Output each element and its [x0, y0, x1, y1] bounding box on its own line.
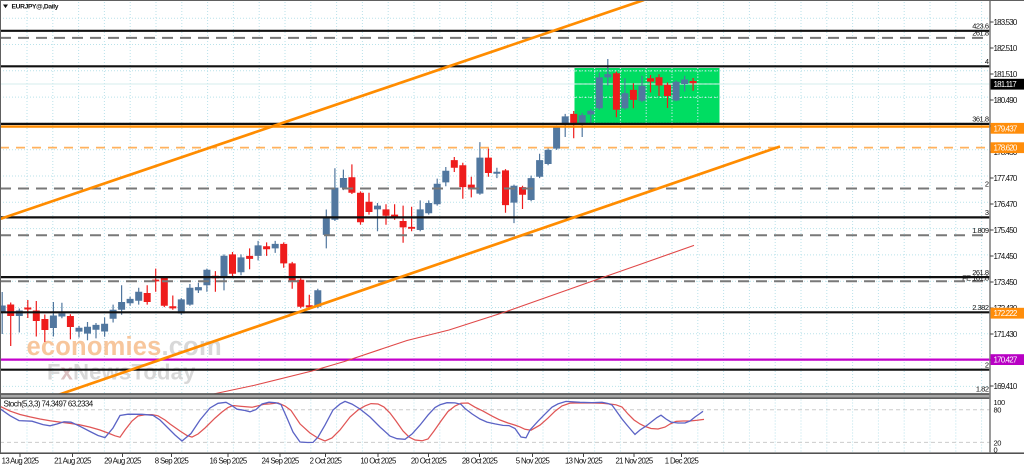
svg-text:2.382: 2.382 — [972, 303, 989, 312]
svg-text:178.620: 178.620 — [994, 144, 1018, 153]
svg-text:181.117: 181.117 — [994, 80, 1018, 89]
svg-text:13 Aug 2025: 13 Aug 2025 — [2, 456, 40, 465]
svg-text:2: 2 — [985, 179, 989, 188]
svg-text:173.450: 173.450 — [994, 278, 1018, 287]
svg-text:FxNewsToday: FxNewsToday — [47, 360, 196, 385]
svg-text:5 Nov 2025: 5 Nov 2025 — [516, 456, 551, 465]
svg-text:175.450: 175.450 — [994, 226, 1018, 235]
svg-text:423.6: 423.6 — [972, 22, 989, 31]
svg-text:177.470: 177.470 — [994, 174, 1018, 183]
svg-text:179.437: 179.437 — [994, 124, 1018, 133]
svg-text:29 Aug 2025: 29 Aug 2025 — [104, 456, 142, 465]
svg-text:24 Sep 2025: 24 Sep 2025 — [261, 456, 299, 465]
svg-text:361.8: 361.8 — [972, 115, 989, 124]
svg-text:169.410: 169.410 — [994, 382, 1018, 391]
svg-text:13 Nov 2025: 13 Nov 2025 — [565, 456, 603, 465]
svg-text:1.82: 1.82 — [976, 384, 989, 393]
svg-text:16 Sep 2025: 16 Sep 2025 — [209, 456, 247, 465]
svg-text:80: 80 — [994, 406, 1002, 415]
svg-text:3: 3 — [985, 208, 989, 217]
svg-text:1.809: 1.809 — [972, 226, 989, 235]
svg-text:176.470: 176.470 — [994, 200, 1018, 209]
svg-text:2 Oct 2025: 2 Oct 2025 — [310, 456, 343, 465]
svg-text:172.222: 172.222 — [994, 309, 1018, 318]
svg-text:28 Oct 2025: 28 Oct 2025 — [462, 456, 499, 465]
svg-text:261.8: 261.8 — [972, 268, 989, 277]
svg-text:180.490: 180.490 — [994, 96, 1018, 105]
svg-text:170.427: 170.427 — [994, 356, 1018, 365]
svg-text:181.510: 181.510 — [994, 70, 1018, 79]
svg-text:20: 20 — [994, 439, 1002, 448]
svg-text:8 Sep 2025: 8 Sep 2025 — [155, 456, 190, 465]
svg-text:171.430: 171.430 — [994, 330, 1018, 339]
svg-text:4: 4 — [985, 57, 989, 66]
svg-text:183.530: 183.530 — [994, 18, 1018, 27]
svg-text:EURJPY@,Daily: EURJPY@,Daily — [12, 3, 59, 10]
svg-text:174.450: 174.450 — [994, 252, 1018, 261]
svg-text:20 Oct 2025: 20 Oct 2025 — [411, 456, 448, 465]
svg-text:economies.com: economies.com — [27, 333, 222, 361]
svg-text:21 Nov 2025: 21 Nov 2025 — [615, 456, 653, 465]
svg-text:2: 2 — [985, 361, 989, 370]
svg-text:261.8: 261.8 — [972, 29, 989, 38]
svg-text:100: 100 — [994, 398, 1006, 407]
svg-text:182.510: 182.510 — [994, 44, 1018, 53]
svg-text:21 Aug 2025: 21 Aug 2025 — [54, 456, 92, 465]
svg-text:Stoch(5,3,3) 74.3497 63.2334: Stoch(5,3,3) 74.3497 63.2334 — [4, 399, 94, 408]
svg-text:10 Oct 2025: 10 Oct 2025 — [360, 456, 397, 465]
svg-text:1 Dec 2025: 1 Dec 2025 — [665, 456, 700, 465]
svg-text:FE 161.8: FE 161.8 — [962, 274, 989, 283]
svg-text:0: 0 — [994, 446, 998, 455]
